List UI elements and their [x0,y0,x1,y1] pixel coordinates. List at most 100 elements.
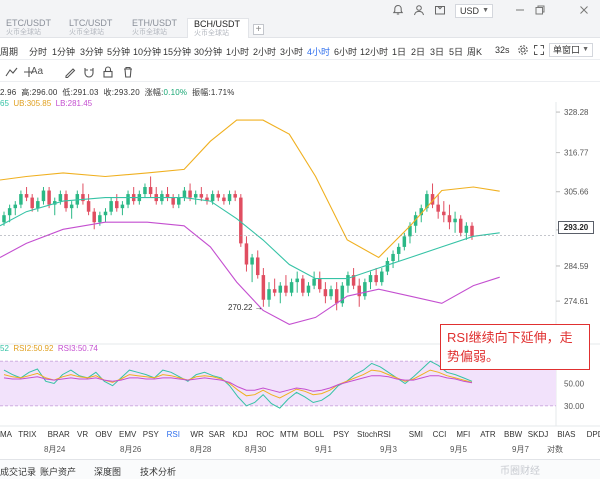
ohlc-high: 高:296.00 [21,88,58,97]
indicator-tab-emv[interactable]: EMV [119,430,137,439]
indicator-tab-psy[interactable]: PSY [142,430,159,439]
interval-item[interactable]: 1日 [392,47,407,57]
settings-icon[interactable] [517,44,529,56]
kline-chart[interactable]: 328.28316.77305.66294.82284.59274.61263.… [0,82,600,430]
indicator-tab-bbw[interactable]: BBW [504,430,523,439]
candle-down [216,194,221,198]
indicator-tab-bias[interactable]: BIAS [557,430,576,439]
magnet-icon[interactable] [82,65,96,79]
brush-tool-icon[interactable] [63,65,77,79]
ohlc-change-label: 涨幅: [144,88,164,97]
ohlc-close: 收:293.20 [103,88,140,97]
tab-symbol: LTC/USDT [69,18,113,28]
interval-item[interactable]: 10分钟 [133,47,162,57]
indicator-tab-cci[interactable]: CCI [432,430,447,439]
fullscreen-icon[interactable] [533,44,545,56]
candle-down [374,275,378,283]
indicator-tab-mfi[interactable]: MFI [456,430,471,439]
lock-icon[interactable] [101,65,115,79]
tab-account-assets[interactable]: 账户资产 [40,467,77,477]
price-tick-label: 284.59 [564,262,589,271]
candle-down [148,187,153,195]
indicator-tab-brar[interactable]: BRAR [47,430,70,439]
indicator-tab-kdj[interactable]: KDJ [232,430,248,439]
tab-exchange: 火币全球站 [194,30,229,37]
indicator-tab-ma[interactable]: MA [0,430,12,439]
log-scale-toggle[interactable]: 对数 [547,445,563,454]
bell-icon[interactable] [392,4,404,16]
tab-exchange: 火币全球站 [6,29,41,36]
indicator-tab-obv[interactable]: OBV [95,430,113,439]
currency-select[interactable]: USD ▼ [455,4,493,18]
tab-eth-usdt[interactable]: ETH/USDT 火币全球站 [126,18,186,38]
interval-item[interactable]: 2小时 [253,47,277,57]
price-tick-label: 305.66 [564,188,589,197]
indicator-tab-stochrsi[interactable]: StochRSI [357,430,391,439]
interval-item[interactable]: 5分钟 [107,47,131,57]
indicator-tab-wr[interactable]: WR [190,430,204,439]
interval-item[interactable]: 1分钟 [52,47,76,57]
candle-down [47,190,51,205]
close-icon[interactable] [578,4,590,16]
indicator-tab-trix[interactable]: TRIX [18,430,37,439]
indicator-tab-roc[interactable]: ROC [256,430,274,439]
indicator-tab-smi[interactable]: SMI [408,430,424,439]
candle-up [182,190,187,198]
rsi-tick-label: 50.00 [564,380,585,389]
tab-technical-analysis[interactable]: 技术分析 [140,467,177,477]
rsi-tick-label: 30.00 [564,402,585,411]
interval-item[interactable]: 3分钟 [80,47,104,57]
candle-up [340,285,345,304]
interval-item[interactable]: 12小时 [360,47,389,57]
interval-item[interactable]: 2日 [411,47,426,57]
indicator-tab-skdj[interactable]: SKDJ [527,430,549,439]
indicator-tab-boll[interactable]: BOLL [303,430,325,439]
interval-item-active[interactable]: 4小时 [307,47,331,57]
candle-down [222,197,226,202]
tab-trade-records[interactable]: 成交记录 [0,467,37,477]
indicator-tab-atr[interactable]: ATR [480,430,496,439]
line-tool-icon[interactable] [4,65,18,79]
tab-bch-usdt[interactable]: BCH/USDT 火币全球站 [187,18,249,38]
bottom-panel-tabs: 成交记录 账户资产 深度图 技术分析 [0,459,600,479]
indicator-tab-sar[interactable]: SAR [208,430,226,439]
ohlc-open: 2.96 [0,88,17,97]
interval-item[interactable]: 15分钟 [163,47,192,57]
candle-down [318,278,322,290]
wallet-icon[interactable] [434,4,446,16]
candle-down [92,211,96,223]
indicator-tab-vr[interactable]: VR [77,430,89,439]
user-icon[interactable] [413,4,425,16]
interval-item[interactable]: 30分钟 [194,47,223,57]
candle-up [193,194,198,198]
candle-up [98,215,102,223]
date-tick-label: 8月24 [44,445,66,454]
tab-etc-usdt[interactable]: ETC/USDT 火币全球站 [0,18,60,38]
interval-item[interactable]: 分时 [29,47,48,57]
window-minimize-icon[interactable] [514,4,526,16]
candle-down [272,289,277,293]
tab-ltc-usdt[interactable]: LTC/USDT 火币全球站 [63,18,123,38]
interval-item[interactable]: 6小时 [334,47,358,57]
candle-up [346,275,350,286]
interval-item[interactable]: 周期 [0,47,19,57]
window-mode-select[interactable]: 单窗口 ▼ [549,43,593,57]
trash-icon[interactable] [121,65,135,79]
interval-item[interactable]: 1小时 [226,47,250,57]
indicator-tab-rsi[interactable]: RSI [166,430,180,439]
tab-depth-chart[interactable]: 深度图 [94,467,122,477]
interval-item[interactable]: 3日 [430,47,445,57]
interval-item[interactable]: 5日 [449,47,464,57]
date-tick-label: 9月5 [450,445,467,454]
window-restore-icon[interactable] [534,4,546,16]
date-tick-label: 8月26 [120,445,142,454]
interval-item[interactable]: 3小时 [280,47,304,57]
indicator-tab-dpd[interactable]: DPD [586,430,600,439]
indicator-tab-psy[interactable]: PSY [333,430,350,439]
candle-down [301,278,305,293]
add-tab-button[interactable]: + [253,24,264,35]
indicator-tab-mtm[interactable]: MTM [280,430,299,439]
interval-item[interactable]: 周K [467,47,483,57]
text-tool-icon[interactable]: Aa [30,66,44,77]
crosshair-tool-icon[interactable] [22,65,36,79]
